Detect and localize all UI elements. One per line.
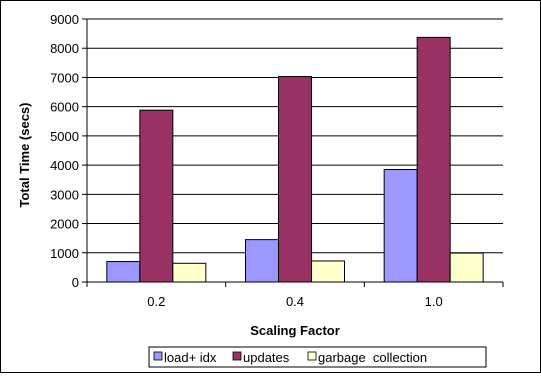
y-tick-label: 8000 bbox=[50, 41, 79, 56]
legend-swatch-updates bbox=[232, 351, 242, 361]
x-tick-label: 0.4 bbox=[286, 294, 304, 309]
legend-swatch-garbage-collection bbox=[307, 351, 317, 361]
bars bbox=[106, 36, 484, 283]
bar-updates-1-0 bbox=[416, 36, 451, 283]
y-tick-label: 2000 bbox=[50, 217, 79, 232]
y-tick-label: 5000 bbox=[50, 129, 79, 144]
bar-updates-0-4 bbox=[278, 76, 312, 283]
legend-label-garbage-collection: garbage collection bbox=[318, 350, 427, 365]
legend-swatch-load-idx bbox=[153, 351, 163, 361]
bar-garbage-collection-0-2 bbox=[172, 262, 207, 283]
bar-load-idx-1-0 bbox=[383, 168, 418, 283]
y-tick-label: 4000 bbox=[50, 158, 79, 173]
y-tick-label: 9000 bbox=[50, 12, 79, 27]
y-tick-label: 6000 bbox=[50, 100, 79, 115]
bar-load-idx-0-4 bbox=[245, 239, 279, 283]
x-axis-title: Scaling Factor bbox=[250, 323, 340, 338]
y-tick-label: 7000 bbox=[50, 70, 79, 85]
bar-updates-0-2 bbox=[139, 109, 174, 283]
y-tick-label: 3000 bbox=[50, 187, 79, 202]
x-tick-label: 0.2 bbox=[147, 294, 165, 309]
bar-garbage-collection-0-4 bbox=[311, 260, 345, 283]
x-tick-label: 1.0 bbox=[425, 294, 443, 309]
y-tick-label: 1000 bbox=[50, 246, 79, 261]
bar-garbage-collection-1-0 bbox=[449, 252, 484, 283]
legend-label-updates: updates bbox=[243, 350, 290, 365]
bar-load-idx-0-2 bbox=[106, 261, 141, 283]
axes: 0 1000 2000 3000 4000 5000 6000 7000 8000 9000 0.2… bbox=[50, 12, 504, 309]
y-tick-label: 0 bbox=[72, 275, 79, 290]
legend-label-load-idx: load+ idx bbox=[164, 350, 217, 365]
y-axis-title: Total Time (secs) bbox=[17, 103, 32, 208]
legend: load+ idx updates garbage collection bbox=[148, 346, 487, 368]
